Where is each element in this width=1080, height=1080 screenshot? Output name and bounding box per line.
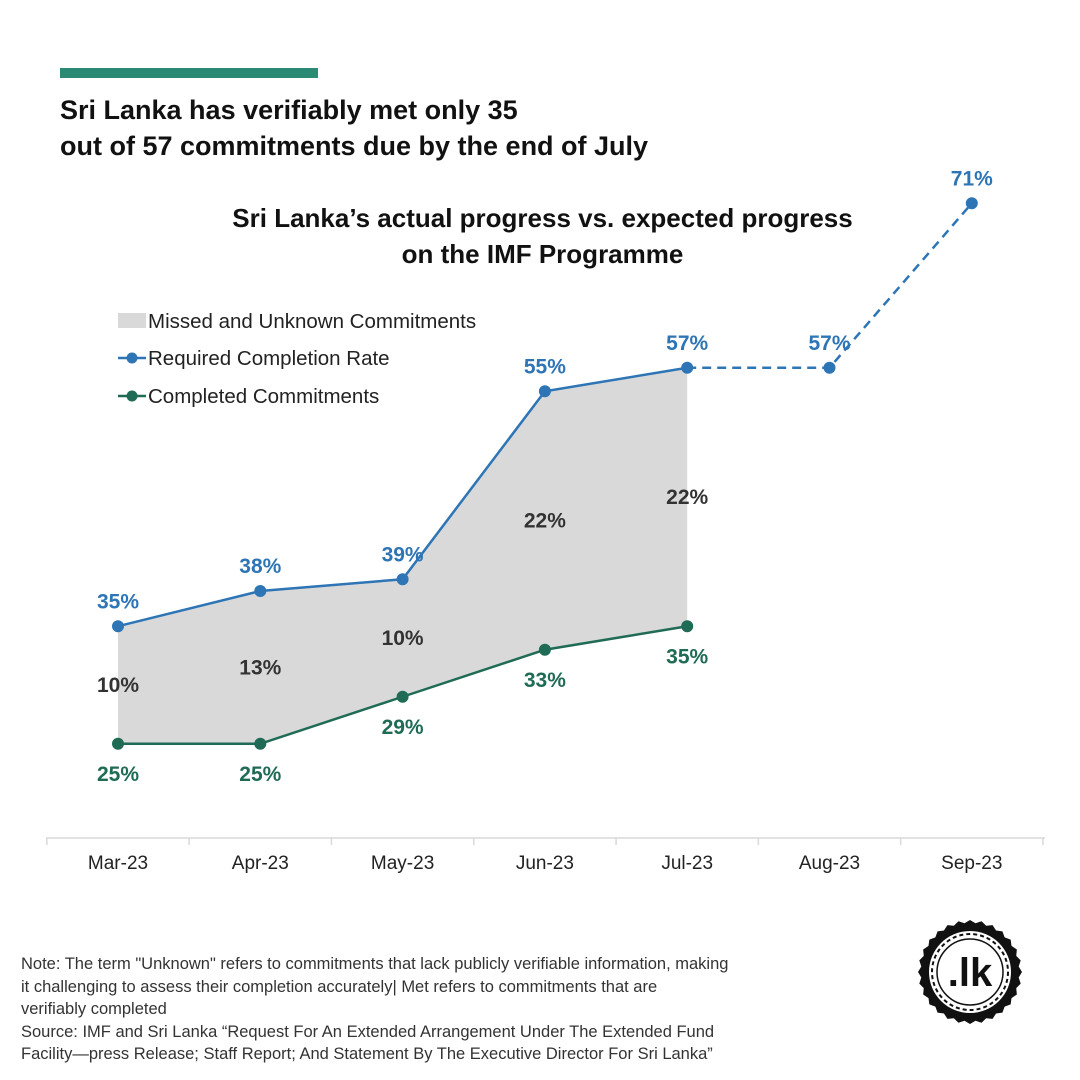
required-label: 71%	[951, 167, 993, 190]
footnote: Note: The term "Unknown" refers to commi…	[21, 953, 821, 1066]
x-tick-label: Apr-23	[232, 853, 289, 874]
completed-point	[681, 620, 694, 633]
chart-title-line-2: on the IMF Programme	[401, 239, 684, 269]
x-tick-label: May-23	[371, 853, 434, 874]
logo-text: .lk	[948, 951, 993, 995]
plot-area: Mar-23 Apr-23 May-23 Jun-23 Jul-23 Aug-23 Sep-…	[46, 167, 1045, 874]
progress-chart: Missed and Unknown Commitments Required …	[46, 167, 1045, 874]
completed-label: 25%	[97, 763, 139, 786]
completed-label: 25%	[239, 763, 281, 786]
completed-label: 29%	[382, 716, 424, 739]
x-tick-label: Jun-23	[516, 853, 574, 874]
completed-point	[396, 690, 409, 703]
source-line-1: Source: IMF and Sri Lanka “Request For A…	[21, 1022, 715, 1041]
completed-point	[112, 737, 124, 750]
completed-label: 33%	[524, 669, 566, 692]
completed-point	[254, 737, 267, 750]
completed-point	[538, 643, 551, 656]
missed-label: 10%	[97, 674, 139, 697]
required-label: 39%	[382, 543, 424, 566]
required-point	[112, 620, 124, 633]
required-label: 38%	[239, 555, 281, 578]
x-tick-label: Jul-23	[661, 853, 713, 874]
x-tick-label: Sep-23	[941, 853, 1002, 874]
legend-marker-completed	[126, 390, 138, 402]
completed-label: 35%	[666, 645, 708, 668]
legend-marker-required	[126, 352, 138, 364]
legend-label-completed: Completed Commitments	[148, 385, 379, 408]
headline: Sri Lanka has verifiably met only 35 out…	[60, 92, 960, 164]
accent-bar	[60, 68, 318, 78]
missed-label: 13%	[239, 656, 281, 679]
chart-legend: Missed and Unknown Commitments Required …	[118, 310, 476, 408]
note-line-2: it challenging to assess their completio…	[21, 977, 658, 996]
required-point	[396, 573, 409, 586]
x-tick-label: Mar-23	[88, 853, 148, 874]
required-point	[681, 361, 694, 374]
chart-title-line-1: Sri Lanka’s actual progress vs. expected…	[232, 203, 853, 233]
legend-label-missed: Missed and Unknown Commitments	[148, 310, 476, 333]
required-label: 57%	[666, 332, 708, 355]
missed-label: 22%	[524, 510, 566, 533]
note-line-1: Note: The term "Unknown" refers to commi…	[21, 955, 729, 973]
required-point	[965, 197, 978, 210]
missed-label: 10%	[382, 627, 424, 650]
required-point	[254, 585, 267, 597]
note-line-3: verifiably completed	[21, 1000, 167, 1018]
required-label: 57%	[808, 332, 850, 355]
chart-title: Sri Lanka’s actual progress vs. expected…	[0, 200, 1080, 272]
lk-logo: .lk	[918, 920, 1022, 1024]
required-label: 55%	[524, 355, 566, 378]
required-label: 35%	[97, 590, 139, 613]
required-point	[538, 385, 551, 398]
headline-line-2: out of 57 commitments due by the end of …	[60, 131, 649, 161]
legend-swatch-missed	[118, 313, 146, 328]
x-tick-label: Aug-23	[799, 853, 860, 874]
required-point	[823, 361, 836, 374]
source-line-2: Facility—press Release; Staff Report; An…	[21, 1045, 713, 1063]
headline-line-1: Sri Lanka has verifiably met only 35	[60, 95, 518, 125]
legend-label-required: Required Completion Rate	[148, 347, 390, 370]
missed-label: 22%	[666, 486, 708, 509]
